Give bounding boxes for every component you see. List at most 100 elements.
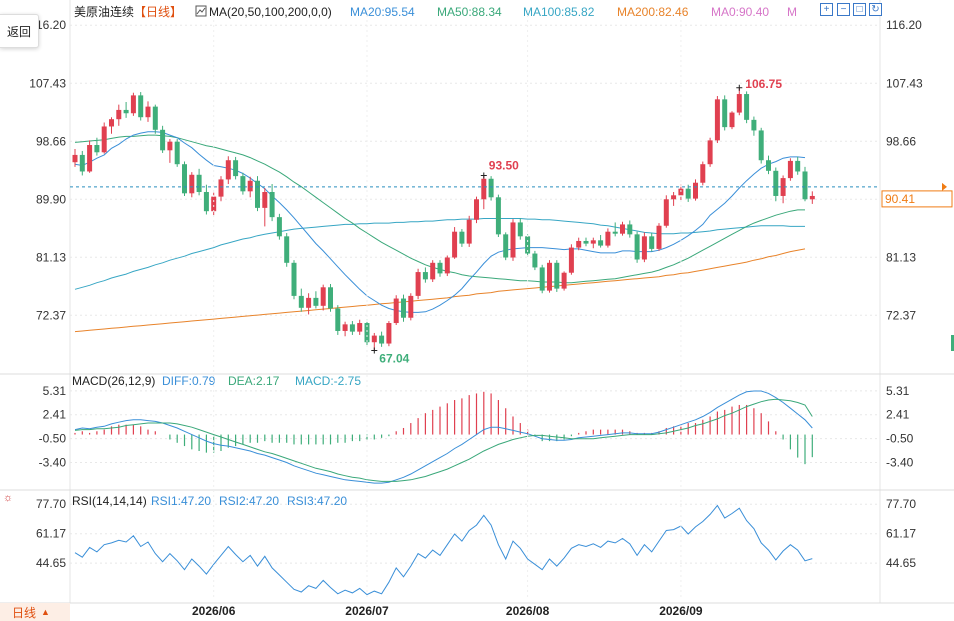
macd-y-tick-left: -3.40 xyxy=(39,456,67,470)
candle-body xyxy=(437,262,443,274)
candle-body xyxy=(182,164,187,194)
rsi-legend-item: RSI1:47.20 xyxy=(151,494,211,508)
rsi-y-tick-right: 61.17 xyxy=(886,527,916,541)
candle-body xyxy=(510,222,516,258)
fullscreen-icon[interactable]: □ xyxy=(853,3,866,16)
candle-body xyxy=(517,222,523,237)
candle-body xyxy=(547,262,552,291)
candle-body xyxy=(539,267,545,291)
candle-body xyxy=(474,199,479,220)
rsi-y-tick-left: 61.17 xyxy=(36,527,66,541)
macd-label: MACD(26,12,9) xyxy=(72,374,155,388)
candle-body xyxy=(641,236,647,260)
ma-value: MA100:85.82 xyxy=(523,5,595,19)
chart-type-icon-line xyxy=(196,7,206,15)
candle-body xyxy=(590,240,596,244)
rsi-line xyxy=(74,504,813,596)
candle-body xyxy=(780,178,786,196)
candle-body xyxy=(495,197,501,235)
candle-body xyxy=(123,109,129,114)
candle-body xyxy=(415,272,421,296)
candle-body xyxy=(422,272,428,280)
main-y-tick-right: 81.13 xyxy=(886,250,916,264)
candle-body xyxy=(744,94,750,120)
candle-body xyxy=(649,236,655,249)
candle-body xyxy=(335,308,341,331)
candle-body xyxy=(225,160,231,180)
macd-legend-item: DEA:2.17 xyxy=(228,374,280,388)
candle-body xyxy=(430,262,436,280)
main-y-tick-left: 89.90 xyxy=(36,192,66,206)
candle-body xyxy=(160,129,166,151)
candle-body xyxy=(379,335,385,344)
candle-body xyxy=(459,231,465,244)
ma-value: MA50:88.34 xyxy=(437,5,502,19)
candle-body xyxy=(488,178,494,198)
candle-body xyxy=(306,297,312,308)
macd-y-tick-left: 5.31 xyxy=(43,384,67,398)
macd-y-tick-right: 5.31 xyxy=(886,384,910,398)
candle-body xyxy=(605,231,611,246)
ma-params: MA(20,50,100,200,0,0) xyxy=(209,5,332,19)
macd-y-tick-right: -0.50 xyxy=(886,432,914,446)
ma-value: MA20:95.54 xyxy=(350,5,415,19)
candle-body xyxy=(79,154,85,172)
candle-body xyxy=(218,179,224,197)
candle-body xyxy=(525,236,531,254)
macd-y-tick-right: 2.41 xyxy=(886,408,910,422)
candle-body xyxy=(758,130,764,161)
rsi-legend-item: RSI2:47.20 xyxy=(219,494,279,508)
period-tag: 【日线】 xyxy=(134,5,182,19)
x-tick-label: 2026/07 xyxy=(345,604,389,618)
candle-body xyxy=(269,191,275,218)
candle-body xyxy=(583,240,589,244)
price-arrow-icon xyxy=(942,182,947,191)
scroll-marker xyxy=(951,335,954,351)
macd-dea-line xyxy=(74,398,813,482)
refresh-icon[interactable]: ↻ xyxy=(869,3,882,16)
back-button[interactable]: 返回 xyxy=(0,14,39,48)
candle-body xyxy=(393,298,399,324)
candle-body xyxy=(189,174,195,194)
candle-body xyxy=(707,140,713,165)
candle-body xyxy=(729,112,735,128)
candle-body xyxy=(342,324,348,331)
candle-body xyxy=(532,253,538,268)
zoom-out-icon[interactable]: − xyxy=(837,3,850,16)
settings-icon[interactable]: ☼ xyxy=(3,492,14,504)
rsi-y-tick-right: 77.70 xyxy=(886,497,916,511)
candle-body xyxy=(568,247,574,273)
candle-body xyxy=(240,176,246,192)
candle-body xyxy=(751,119,757,131)
ma200-line xyxy=(74,248,806,333)
candle-body xyxy=(328,287,333,309)
candle-body xyxy=(313,297,319,306)
macd-y-tick-left: -0.50 xyxy=(39,432,67,446)
candle-body xyxy=(444,257,450,274)
macd-diff-line xyxy=(74,390,813,484)
candle-body xyxy=(466,219,472,244)
candle-body xyxy=(364,323,370,343)
candle-body xyxy=(656,225,662,249)
candle-body xyxy=(634,234,640,260)
rsi-legend-item: RSI3:47.20 xyxy=(287,494,347,508)
candle-body xyxy=(685,188,691,199)
period-label: 日线 xyxy=(12,605,37,620)
candle-body xyxy=(94,145,100,153)
candle-body xyxy=(116,109,122,120)
period-selector[interactable]: 日线 ▲ xyxy=(0,603,70,621)
rsi-label: RSI(14,14,14) xyxy=(72,494,147,508)
candle-body xyxy=(700,164,706,183)
candle-body xyxy=(809,195,815,200)
main-y-tick-left: 107.43 xyxy=(29,76,66,90)
ma20-line xyxy=(74,131,806,313)
zoom-in-icon[interactable]: + xyxy=(820,3,833,16)
high-annotation-marker xyxy=(736,84,743,91)
candle-body xyxy=(620,224,625,234)
candle-body xyxy=(612,231,618,234)
candle-body xyxy=(276,217,282,237)
macd-legend-item: MACD:-2.75 xyxy=(295,374,361,388)
candle-body xyxy=(87,145,93,172)
candle-body xyxy=(693,182,698,199)
